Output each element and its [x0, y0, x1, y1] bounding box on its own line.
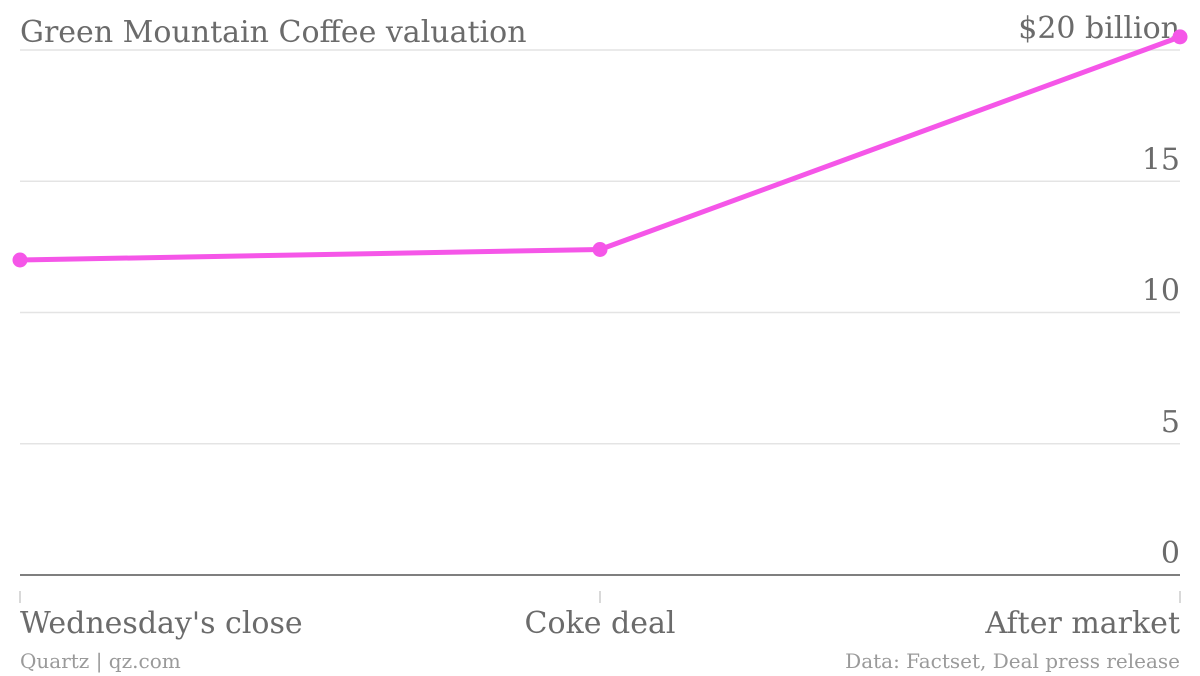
- y-axis-tick-labels: 0 5 10 15 $20 billion: [1018, 11, 1180, 571]
- y-tick-label: $20 billion: [1018, 11, 1180, 46]
- chart-title: Green Mountain Coffee valuation: [20, 15, 527, 50]
- gridlines: [20, 49, 1180, 445]
- y-tick-label: 5: [1161, 405, 1180, 440]
- data-point[interactable]: [592, 242, 608, 257]
- data-point[interactable]: [12, 252, 28, 268]
- y-tick-label: 0: [1161, 536, 1180, 571]
- y-tick-label: 15: [1142, 142, 1180, 177]
- data-source: Data: Factset, Deal press release: [845, 649, 1180, 673]
- data-point[interactable]: [1172, 29, 1188, 45]
- x-tick-label: Coke deal: [525, 606, 676, 641]
- series-layer: [12, 29, 1188, 268]
- series-line: [17, 34, 1183, 263]
- x-axis: Wednesday's close Coke deal After market: [19, 591, 1181, 641]
- x-tick-label: After market: [984, 606, 1180, 641]
- source-credit: Quartz | qz.com: [20, 649, 181, 674]
- x-tick-label: Wednesday's close: [20, 606, 303, 641]
- y-tick-label: 10: [1142, 274, 1180, 309]
